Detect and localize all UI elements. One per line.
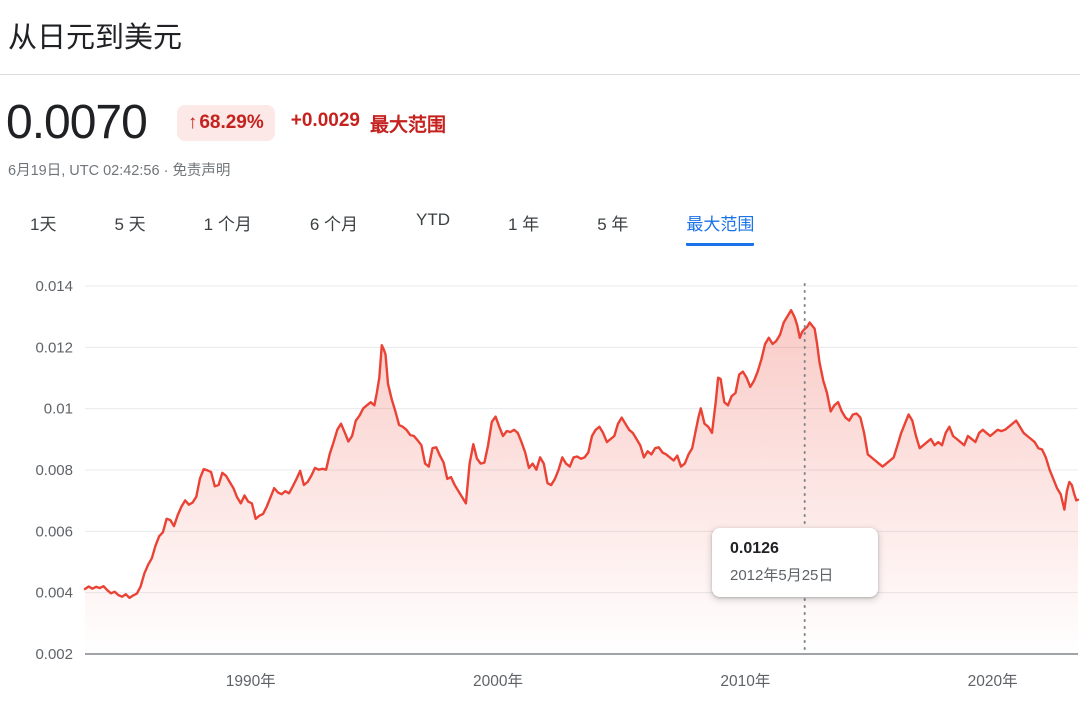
change-percent: 68.29% (199, 112, 264, 133)
svg-text:0.006: 0.006 (35, 523, 73, 540)
change-amount-row: +0.0029 最大范围 (291, 110, 446, 137)
quote-datetime: 6月19日, UTC 02:42:56 (8, 163, 160, 179)
disclaimer-link[interactable]: 免责声明 (172, 163, 231, 179)
svg-text:2000年: 2000年 (473, 672, 523, 690)
price-section: 0.0070 ↑ 68.29% +0.0029 最大范围 (6, 99, 1072, 147)
tab-1-year[interactable]: 1 年 (508, 215, 540, 234)
change-period-label: 最大范围 (369, 114, 446, 136)
meta-separator: · (163, 163, 169, 179)
svg-text:2020年: 2020年 (968, 672, 1018, 690)
up-arrow-icon: ↑ (187, 112, 198, 133)
svg-text:0.004: 0.004 (35, 585, 73, 602)
svg-text:0.012: 0.012 (35, 339, 73, 356)
tab-1-month[interactable]: 1 个月 (203, 215, 252, 234)
tooltip-value: 0.0126 (730, 540, 779, 557)
tooltip-date: 2012年5月25日 (730, 567, 834, 584)
page-header: 从日元到美元 (0, 0, 1080, 75)
svg-text:0.002: 0.002 (35, 646, 73, 663)
tab-5-days[interactable]: 5 天 (114, 215, 146, 234)
quote-meta: 6月19日, UTC 02:42:56 · 免责声明 (8, 159, 1080, 180)
svg-text:0.014: 0.014 (35, 278, 73, 295)
current-price: 0.0070 (6, 96, 148, 149)
page-title: 从日元到美元 (0, 0, 1080, 75)
tab-max-range[interactable]: 最大范围 (686, 210, 755, 246)
svg-text:1990年: 1990年 (226, 672, 276, 690)
svg-text:2010年: 2010年 (720, 672, 770, 690)
change-percent-badge: ↑ 68.29% (176, 105, 275, 141)
svg-text:0.008: 0.008 (35, 462, 73, 479)
tab-5-years[interactable]: 5 年 (597, 215, 629, 234)
change-amount: +0.0029 (290, 109, 360, 131)
tab-1-day[interactable]: 1天 (30, 215, 57, 234)
tab-ytd[interactable]: YTD (416, 210, 451, 229)
svg-text:0.01: 0.01 (44, 401, 73, 418)
time-range-tabs: 1天 5 天 1 个月 6 个月 YTD 1 年 5 年 最大范围 (30, 210, 1080, 246)
tab-6-months[interactable]: 6 个月 (309, 215, 359, 234)
price-chart: 0.002 0.004 0.006 0.008 0.01 0.012 0.014 1990年 2… (0, 266, 1080, 704)
chart-canvas[interactable]: 0.002 0.004 0.006 0.008 0.01 0.012 0.014 1990年 2… (0, 266, 1080, 704)
chart-tooltip: 0.0126 2012年5月25日 (712, 528, 878, 597)
